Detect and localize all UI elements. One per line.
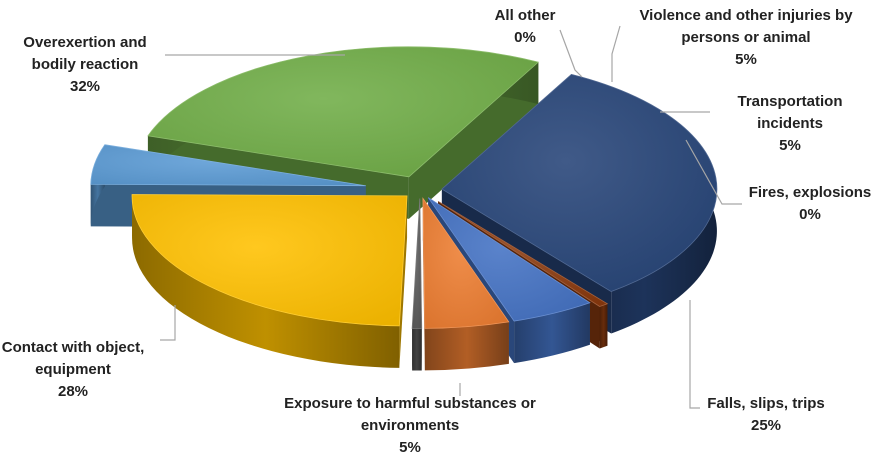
leader-line bbox=[689, 300, 700, 409]
data-label: Exposure to harmful substances or environ… bbox=[284, 395, 536, 456]
leader-line bbox=[685, 139, 742, 205]
pie-slice bbox=[131, 194, 408, 368]
leader-line bbox=[160, 305, 176, 341]
data-label: Transportation incidents 5% bbox=[737, 93, 842, 154]
pie-slice bbox=[411, 198, 423, 371]
data-label: Fires, explosions 0% bbox=[749, 184, 872, 223]
pie-slice bbox=[422, 197, 510, 371]
data-label: Overexertion and bodily reaction 32% bbox=[23, 34, 146, 95]
data-label: All other 0% bbox=[495, 7, 556, 46]
data-label: Contact with object, equipment 28% bbox=[2, 339, 145, 400]
leader-line bbox=[559, 29, 583, 78]
data-label: Falls, slips, trips 25% bbox=[707, 395, 825, 434]
data-label: Violence and other injuries by persons or… bbox=[639, 7, 853, 68]
leader-line bbox=[611, 25, 621, 82]
